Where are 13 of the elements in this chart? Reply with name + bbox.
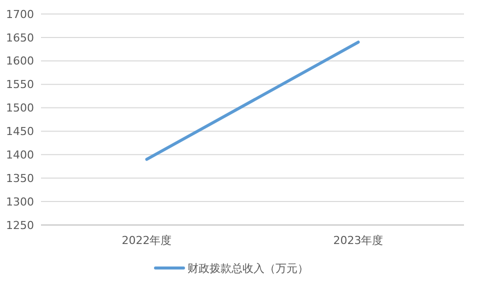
- y-tick-label: 1300: [6, 195, 34, 208]
- x-tick-label: 2022年度: [122, 234, 172, 247]
- legend-label: 财政拨款总收入（万元）: [188, 262, 308, 275]
- y-tick-label: 1600: [6, 54, 34, 68]
- y-tick-label: 1250: [6, 218, 34, 232]
- y-tick-label: 1450: [6, 125, 34, 138]
- y-tick-label: 1350: [6, 172, 34, 185]
- y-tick-label: 1400: [6, 148, 34, 162]
- y-tick-label: 1500: [6, 102, 34, 115]
- y-tick-label: 1550: [6, 78, 34, 92]
- x-tick-label: 2023年度: [333, 234, 384, 247]
- y-tick-label: 1700: [6, 8, 34, 21]
- y-tick-label: 1650: [6, 31, 34, 44]
